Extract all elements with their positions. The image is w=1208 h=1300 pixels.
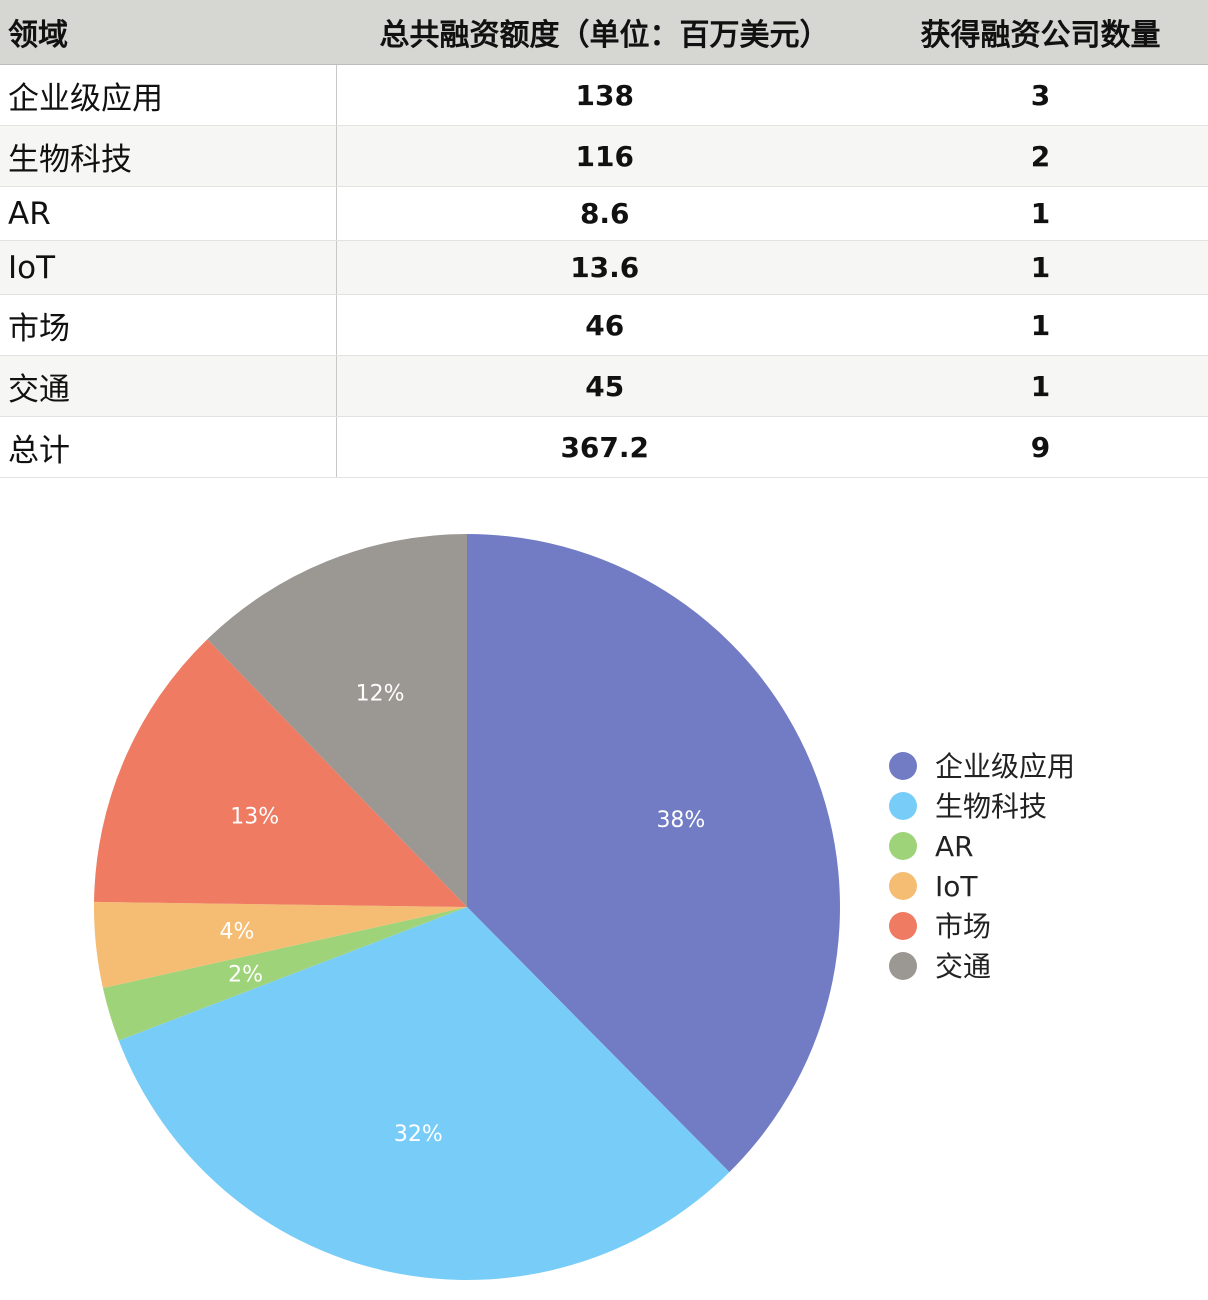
table-row: AR 8.6 1 [0, 186, 1208, 241]
legend-item: 生物科技 [889, 790, 1047, 823]
table-total-row: 总计 367.2 9 [0, 416, 1208, 478]
table-row: IoT 13.6 1 [0, 240, 1208, 295]
table-header-row: 领域 总共融资额度（单位：百万美元） 获得融资公司数量 [0, 0, 1208, 65]
legend-item: 企业级应用 [889, 750, 1075, 783]
slice-percent-label: 38% [656, 808, 705, 833]
slice-percent-label: 12% [356, 682, 405, 707]
count-cell: 3 [873, 64, 1208, 126]
legend-swatch [889, 792, 917, 820]
pie-slice-2 [118, 907, 730, 1280]
total-label-cell: 总计 [0, 416, 337, 478]
slice-percent-label: 4% [220, 920, 255, 945]
funding-cell: 116 [336, 125, 873, 187]
pie-slice-1 [467, 534, 840, 1173]
pie-percent-labels: 38% 32% 2% 4% 13% 12% [220, 682, 706, 1147]
funding-cell: 46 [336, 294, 873, 356]
funding-cell: 45 [336, 355, 873, 417]
field-cell: IoT [0, 240, 337, 295]
column-header-field: 领域 [0, 0, 336, 65]
legend-label: 生物科技 [935, 790, 1047, 823]
table-row: 交通 45 1 [0, 355, 1208, 417]
funding-table: 领域 总共融资额度（单位：百万美元） 获得融资公司数量 企业级应用 138 3 … [0, 0, 1208, 478]
legend-swatch [889, 872, 917, 900]
count-cell: 1 [873, 294, 1208, 356]
legend-label: IoT [935, 870, 978, 903]
total-count-cell: 9 [873, 416, 1208, 478]
slice-percent-label: 32% [394, 1122, 443, 1147]
field-cell: 交通 [0, 355, 337, 417]
funding-cell: 13.6 [336, 240, 873, 295]
count-cell: 1 [873, 355, 1208, 417]
pie-slices [93, 534, 840, 1280]
legend-item: IoT [889, 870, 978, 903]
slice-percent-label: 13% [230, 804, 279, 829]
field-cell: 企业级应用 [0, 64, 337, 126]
column-header-funding-amount: 总共融资额度（单位：百万美元） [336, 0, 873, 65]
legend-label: 交通 [935, 950, 991, 983]
funding-cell: 138 [336, 64, 873, 126]
count-cell: 1 [873, 240, 1208, 295]
pie-slice-3 [102, 907, 467, 1041]
legend-swatch [889, 912, 917, 940]
field-cell: AR [0, 186, 337, 241]
legend-label: AR [935, 830, 974, 863]
count-cell: 1 [873, 186, 1208, 241]
legend-swatch [889, 952, 917, 980]
field-cell: 市场 [0, 294, 337, 356]
pie-slice-6 [207, 534, 467, 907]
legend-swatch [889, 752, 917, 780]
funding-cell: 8.6 [336, 186, 873, 241]
legend-swatch [889, 832, 917, 860]
count-cell: 2 [873, 125, 1208, 187]
legend-item: AR [889, 830, 974, 863]
table-row: 企业级应用 138 3 [0, 64, 1208, 126]
total-funding-cell: 367.2 [336, 416, 873, 478]
legend-label: 企业级应用 [935, 750, 1075, 783]
legend-item: 市场 [889, 910, 991, 943]
slice-percent-label: 2% [228, 963, 263, 988]
legend-label: 市场 [935, 910, 991, 943]
pie-slice-5 [94, 639, 467, 907]
legend-item: 交通 [889, 950, 991, 983]
pie-slice-4 [93, 901, 468, 989]
column-header-company-count: 获得融资公司数量 [873, 0, 1208, 65]
field-cell: 生物科技 [0, 125, 337, 187]
table-row: 市场 46 1 [0, 294, 1208, 356]
table-row: 生物科技 116 2 [0, 125, 1208, 187]
